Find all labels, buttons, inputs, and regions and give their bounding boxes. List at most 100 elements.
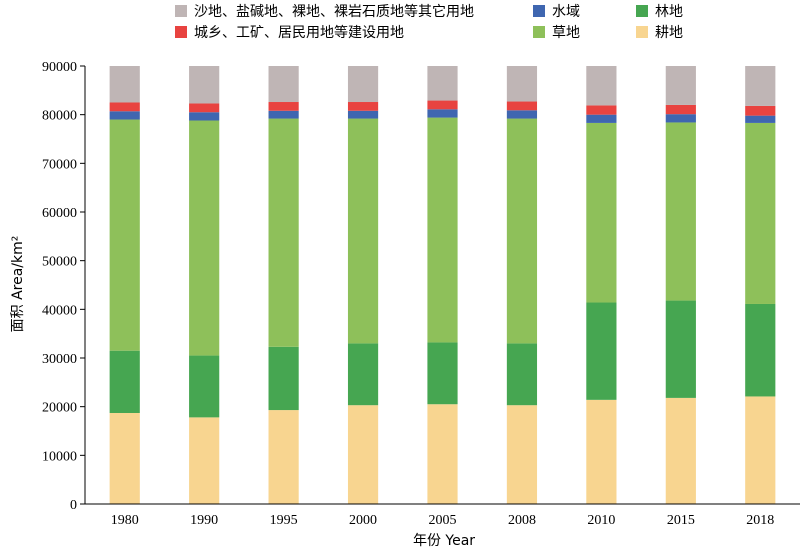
bar-segment (189, 66, 220, 104)
bar-stack (109, 66, 140, 504)
y-tick-label: 10000 (42, 449, 77, 464)
x-tick-label: 2008 (508, 513, 536, 528)
bar-segment (189, 417, 220, 504)
bar-stack (427, 66, 458, 504)
bar-segment (347, 118, 379, 344)
x-tick-label: 2000 (349, 513, 377, 528)
bar-segment (109, 102, 140, 112)
bar-segment (665, 114, 696, 123)
bar-stack (268, 66, 299, 504)
bar-segment (268, 118, 299, 347)
bar-segment (745, 122, 776, 304)
bar-segment (268, 102, 299, 111)
bar-segment (745, 115, 776, 123)
bar-segment (506, 405, 538, 504)
x-tick-label: 2005 (429, 513, 457, 528)
legend-item: 城乡、工矿、居民用地等建设用地 (175, 24, 404, 41)
y-tick-label: 20000 (42, 401, 77, 416)
bar-segment (745, 105, 776, 116)
bar-segment (268, 110, 299, 119)
bar-segment (109, 350, 140, 413)
bar-segment (427, 66, 458, 101)
bar-stack (506, 66, 538, 504)
bar-segment (745, 66, 776, 106)
x-axis: 1980 1990 1995 2000 2005 2008 2010 2015 2018 (85, 503, 800, 528)
bar-segment (109, 119, 140, 351)
y-axis-title: 面积 Area/km² (10, 236, 26, 333)
y-tick-label: 70000 (42, 157, 77, 172)
bar-segment (189, 355, 220, 418)
bar-segment (347, 66, 379, 103)
x-tick-label: 1980 (111, 513, 139, 528)
x-tick-label: 1995 (270, 513, 298, 528)
legend-item: 耕地 (636, 24, 683, 41)
bar-segment (427, 342, 458, 405)
bar-segment (506, 118, 538, 344)
bar-segment (347, 110, 379, 119)
legend-label: 耕地 (655, 24, 683, 41)
bar-segment (586, 302, 617, 400)
bar-segment (109, 66, 140, 103)
y-tick-label: 30000 (42, 352, 77, 367)
y-tick-label: 50000 (42, 255, 77, 270)
bar-segment (347, 343, 379, 406)
x-tick-label: 2010 (587, 513, 615, 528)
x-tick-label: 2015 (667, 513, 695, 528)
bar-segment (586, 399, 617, 504)
bar-segment (427, 404, 458, 504)
x-tick-label: 1990 (190, 513, 218, 528)
legend-label: 沙地、盐碱地、裸地、裸岩石质地等其它用地 (194, 3, 474, 20)
legend-swatch (533, 26, 545, 38)
legend-item: 林地 (636, 4, 683, 20)
x-axis-title: 年份 Year (413, 533, 475, 549)
legend-swatch (175, 5, 187, 17)
legend-label: 水域 (552, 4, 580, 20)
legend-label: 草地 (552, 25, 580, 41)
bar-segment (665, 104, 696, 115)
bar-segment (745, 396, 776, 504)
bar-segment (347, 405, 379, 504)
bar-segment (506, 101, 538, 111)
bar-segment (109, 412, 140, 504)
legend-label: 林地 (655, 4, 683, 20)
y-tick-label: 90000 (42, 60, 77, 75)
bar-stack (665, 66, 696, 504)
y-tick-label: 60000 (42, 206, 77, 221)
bar-segment (268, 410, 299, 504)
bar-stack (189, 66, 220, 504)
bar-segment (268, 66, 299, 103)
bar-segment (189, 103, 220, 113)
legend-swatch (636, 26, 648, 38)
bar-segment (189, 120, 220, 356)
bar-segment (347, 102, 379, 111)
bar-segment (506, 343, 538, 406)
bar-stack (745, 66, 776, 504)
bar-stack (586, 66, 617, 504)
y-axis: 0 10000 20000 30000 40000 50000 60000 70000 8000… (42, 60, 86, 513)
y-tick-label: 40000 (42, 303, 77, 318)
bar-segment (665, 300, 696, 398)
bar-segment (665, 397, 696, 504)
bar-segment (586, 66, 617, 106)
legend-label: 城乡、工矿、居民用地等建设用地 (194, 24, 404, 41)
bar-segment (189, 112, 220, 121)
bar-segment (427, 100, 458, 110)
bar-segment (745, 303, 776, 397)
legend-swatch (533, 5, 545, 17)
bar-segment (586, 114, 617, 123)
bars (109, 66, 776, 504)
legend-swatch (636, 5, 648, 17)
legend-item: 草地 (533, 25, 580, 41)
bar-segment (427, 117, 458, 343)
bar-segment (109, 111, 140, 120)
bar-stack (347, 66, 379, 504)
legend-item: 沙地、盐碱地、裸地、裸岩石质地等其它用地 (175, 3, 474, 20)
bar-segment (665, 122, 696, 301)
y-tick-label: 0 (70, 498, 77, 513)
bar-segment (586, 122, 617, 303)
bar-segment (506, 110, 538, 119)
y-tick-label: 80000 (42, 109, 77, 124)
legend-item: 水域 (533, 4, 580, 20)
x-tick-label: 2018 (746, 513, 774, 528)
